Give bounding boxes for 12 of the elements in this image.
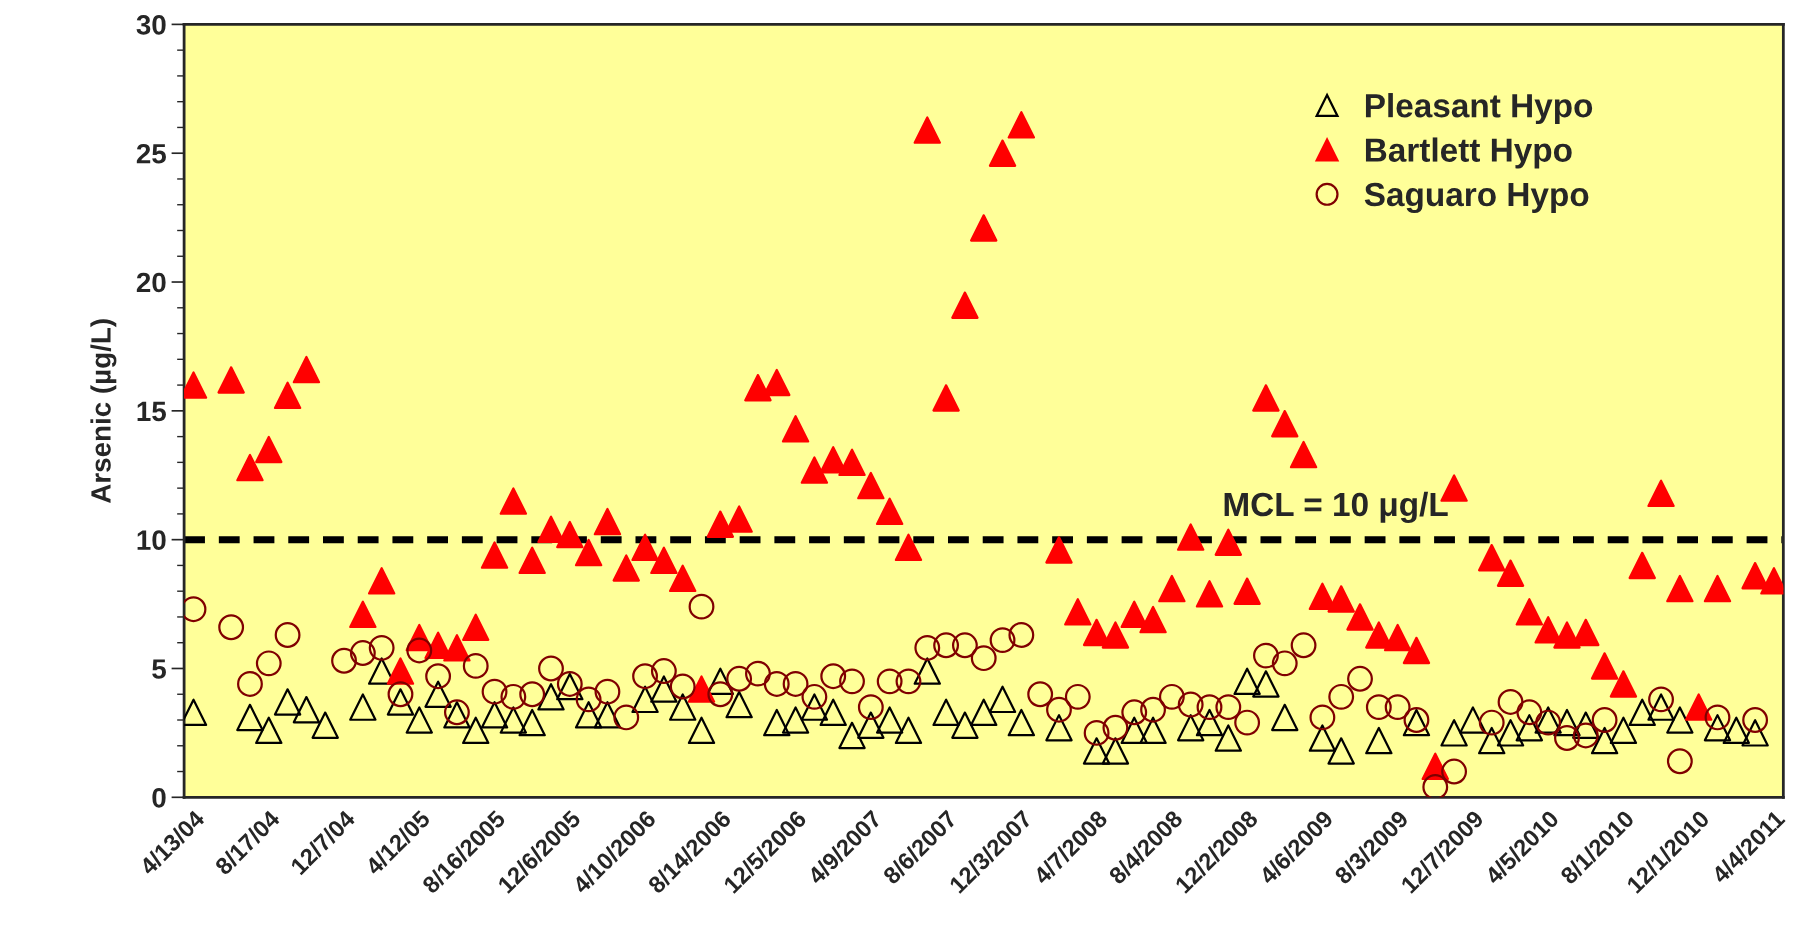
legend-label: Bartlett Hypo [1365, 137, 1572, 169]
y-tick-label: 25 [136, 143, 166, 164]
y-tick-label: 5 [152, 659, 166, 679]
legend-label: Pleasant Hypo [1365, 93, 1593, 125]
legend-label: Saguaro Hypo [1364, 182, 1589, 214]
ref-line-label: MCL = 10 μg/L [1224, 491, 1448, 523]
y-tick-label: 30 [136, 15, 166, 35]
y-tick-label: 20 [136, 272, 166, 293]
y-axis-title: Arsenic (µg/L) [90, 319, 117, 504]
y-tick-label: 15 [137, 401, 166, 422]
y-tick-label: 10 [137, 530, 166, 550]
y-tick-label: 0 [152, 787, 166, 808]
